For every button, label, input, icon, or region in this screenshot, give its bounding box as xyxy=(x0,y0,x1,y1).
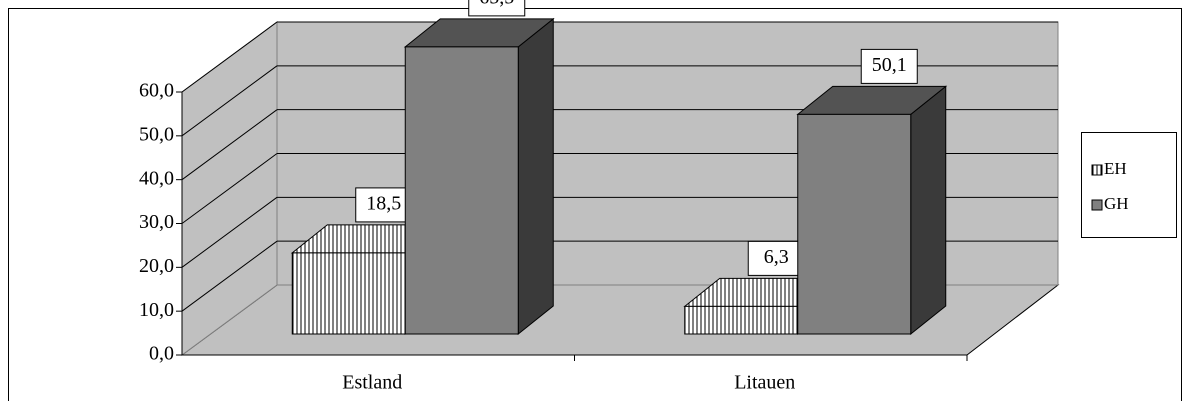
y-tick-label: 40,0 xyxy=(139,167,174,189)
legend-swatch xyxy=(1091,199,1103,211)
grid-line xyxy=(181,65,278,137)
y-tick-label: 60,0 xyxy=(139,80,174,102)
legend: EH GH xyxy=(1081,132,1177,238)
y-tick-label: 0,0 xyxy=(149,343,174,365)
legend-label: GH xyxy=(1104,194,1129,213)
grid-line xyxy=(181,21,278,93)
data-label-box xyxy=(747,240,805,276)
data-label: 50,1 xyxy=(872,54,907,76)
bar xyxy=(684,305,799,335)
y-tick-label: 20,0 xyxy=(139,255,174,277)
bar xyxy=(797,113,912,335)
y-tick-label: 10,0 xyxy=(139,299,174,321)
data-label-box xyxy=(355,187,413,223)
bar xyxy=(291,252,406,335)
data-label: 65,5 xyxy=(479,0,514,8)
data-label-box xyxy=(860,48,918,84)
data-label: 6,3 xyxy=(764,246,789,268)
grid-line xyxy=(181,196,278,268)
bar-side xyxy=(517,17,554,336)
data-label: 18,5 xyxy=(366,193,401,215)
legend-box xyxy=(1081,132,1177,238)
y-tick-label: 50,0 xyxy=(139,123,174,145)
grid-line xyxy=(181,109,278,181)
grid-line xyxy=(181,240,278,312)
bar xyxy=(404,46,519,335)
x-tick-label: Litauen xyxy=(734,372,795,394)
y-tick-label: 30,0 xyxy=(139,211,174,233)
legend-label: EH xyxy=(1104,159,1127,178)
legend-swatch xyxy=(1091,164,1103,176)
grid-line xyxy=(181,153,278,224)
bar-side xyxy=(910,85,947,336)
data-label-box xyxy=(468,0,526,17)
x-tick-label: Estland xyxy=(342,372,402,394)
